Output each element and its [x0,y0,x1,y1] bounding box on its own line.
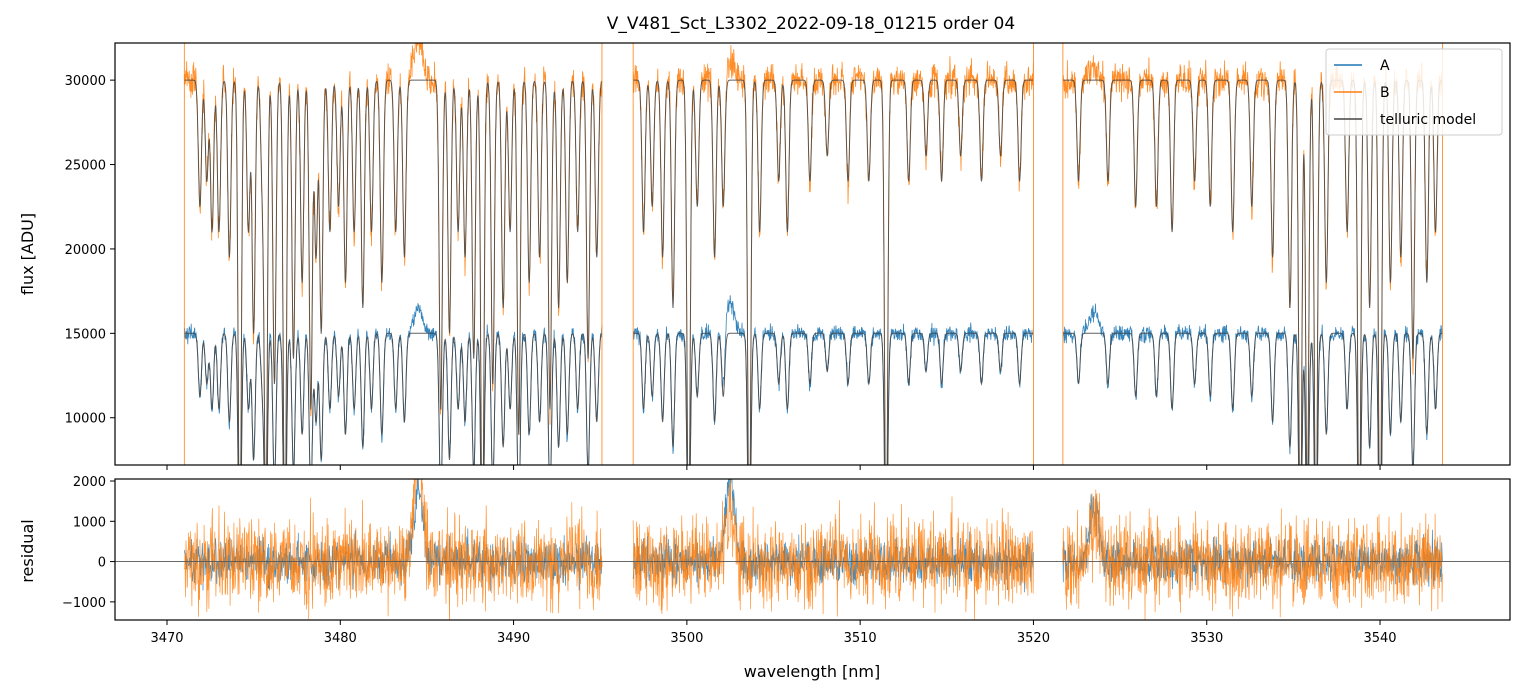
flux-y-tick-label: 10000 [65,412,106,427]
residual-b-line [183,479,603,620]
chart-title: V_V481_Sct_L3302_2022-09-18_01215 order … [607,14,1015,34]
flux-panel: 10000 15000 20000 25000 30000 flux [ADU] [18,42,1511,470]
x-tick-label: 3490 [497,631,530,646]
x-axis-label: wavelength [nm] [744,662,881,681]
residual-axes-frame [114,478,1511,621]
residual-y-tick-label: 0 [98,556,106,571]
series-b-line [632,45,1034,465]
x-tick-label: 3510 [844,631,877,646]
x-tick-label: 3480 [324,631,357,646]
residual-y-tick-label: 2000 [73,475,106,490]
residual-b-line [632,479,1034,620]
flux-y-tick-label: 20000 [65,243,106,258]
telluric-model-b-line [633,79,1034,465]
residual-ylabel: residual [18,519,37,582]
legend-box [1325,48,1503,136]
residual-b-line [1062,489,1443,620]
legend-label-telluric: telluric model [1380,112,1476,128]
x-tick-label: 3500 [670,631,703,646]
flux-y-tick-label: 30000 [65,74,106,89]
legend: A B telluric model [1325,48,1503,136]
x-tick-label: 3470 [150,631,183,646]
flux-y-tick-label: 25000 [65,159,106,174]
residual-a-line [1062,493,1443,592]
telluric-model-a-line [633,332,1034,465]
x-tick-label: 3540 [1363,631,1396,646]
telluric-model-b-line [184,79,603,465]
flux-ylabel: flux [ADU] [18,213,37,295]
telluric-model-a-line [184,332,603,465]
residual-panel: −1000 0 1000 2000 3470 3480 3490 3500 3510 3520 3… [18,475,1511,681]
x-tick-label: 3520 [1017,631,1050,646]
residual-y-tick-label: −1000 [62,596,106,611]
legend-label-a: A [1380,58,1390,74]
legend-label-b: B [1380,85,1390,101]
x-tick-label: 3530 [1190,631,1223,646]
telluric-model-a-line [1062,332,1443,465]
flux-y-tick-label: 15000 [65,327,106,342]
flux-axes-frame [114,42,1511,466]
telluric-model-b-line [1062,79,1443,465]
residual-y-tick-label: 1000 [73,515,106,530]
